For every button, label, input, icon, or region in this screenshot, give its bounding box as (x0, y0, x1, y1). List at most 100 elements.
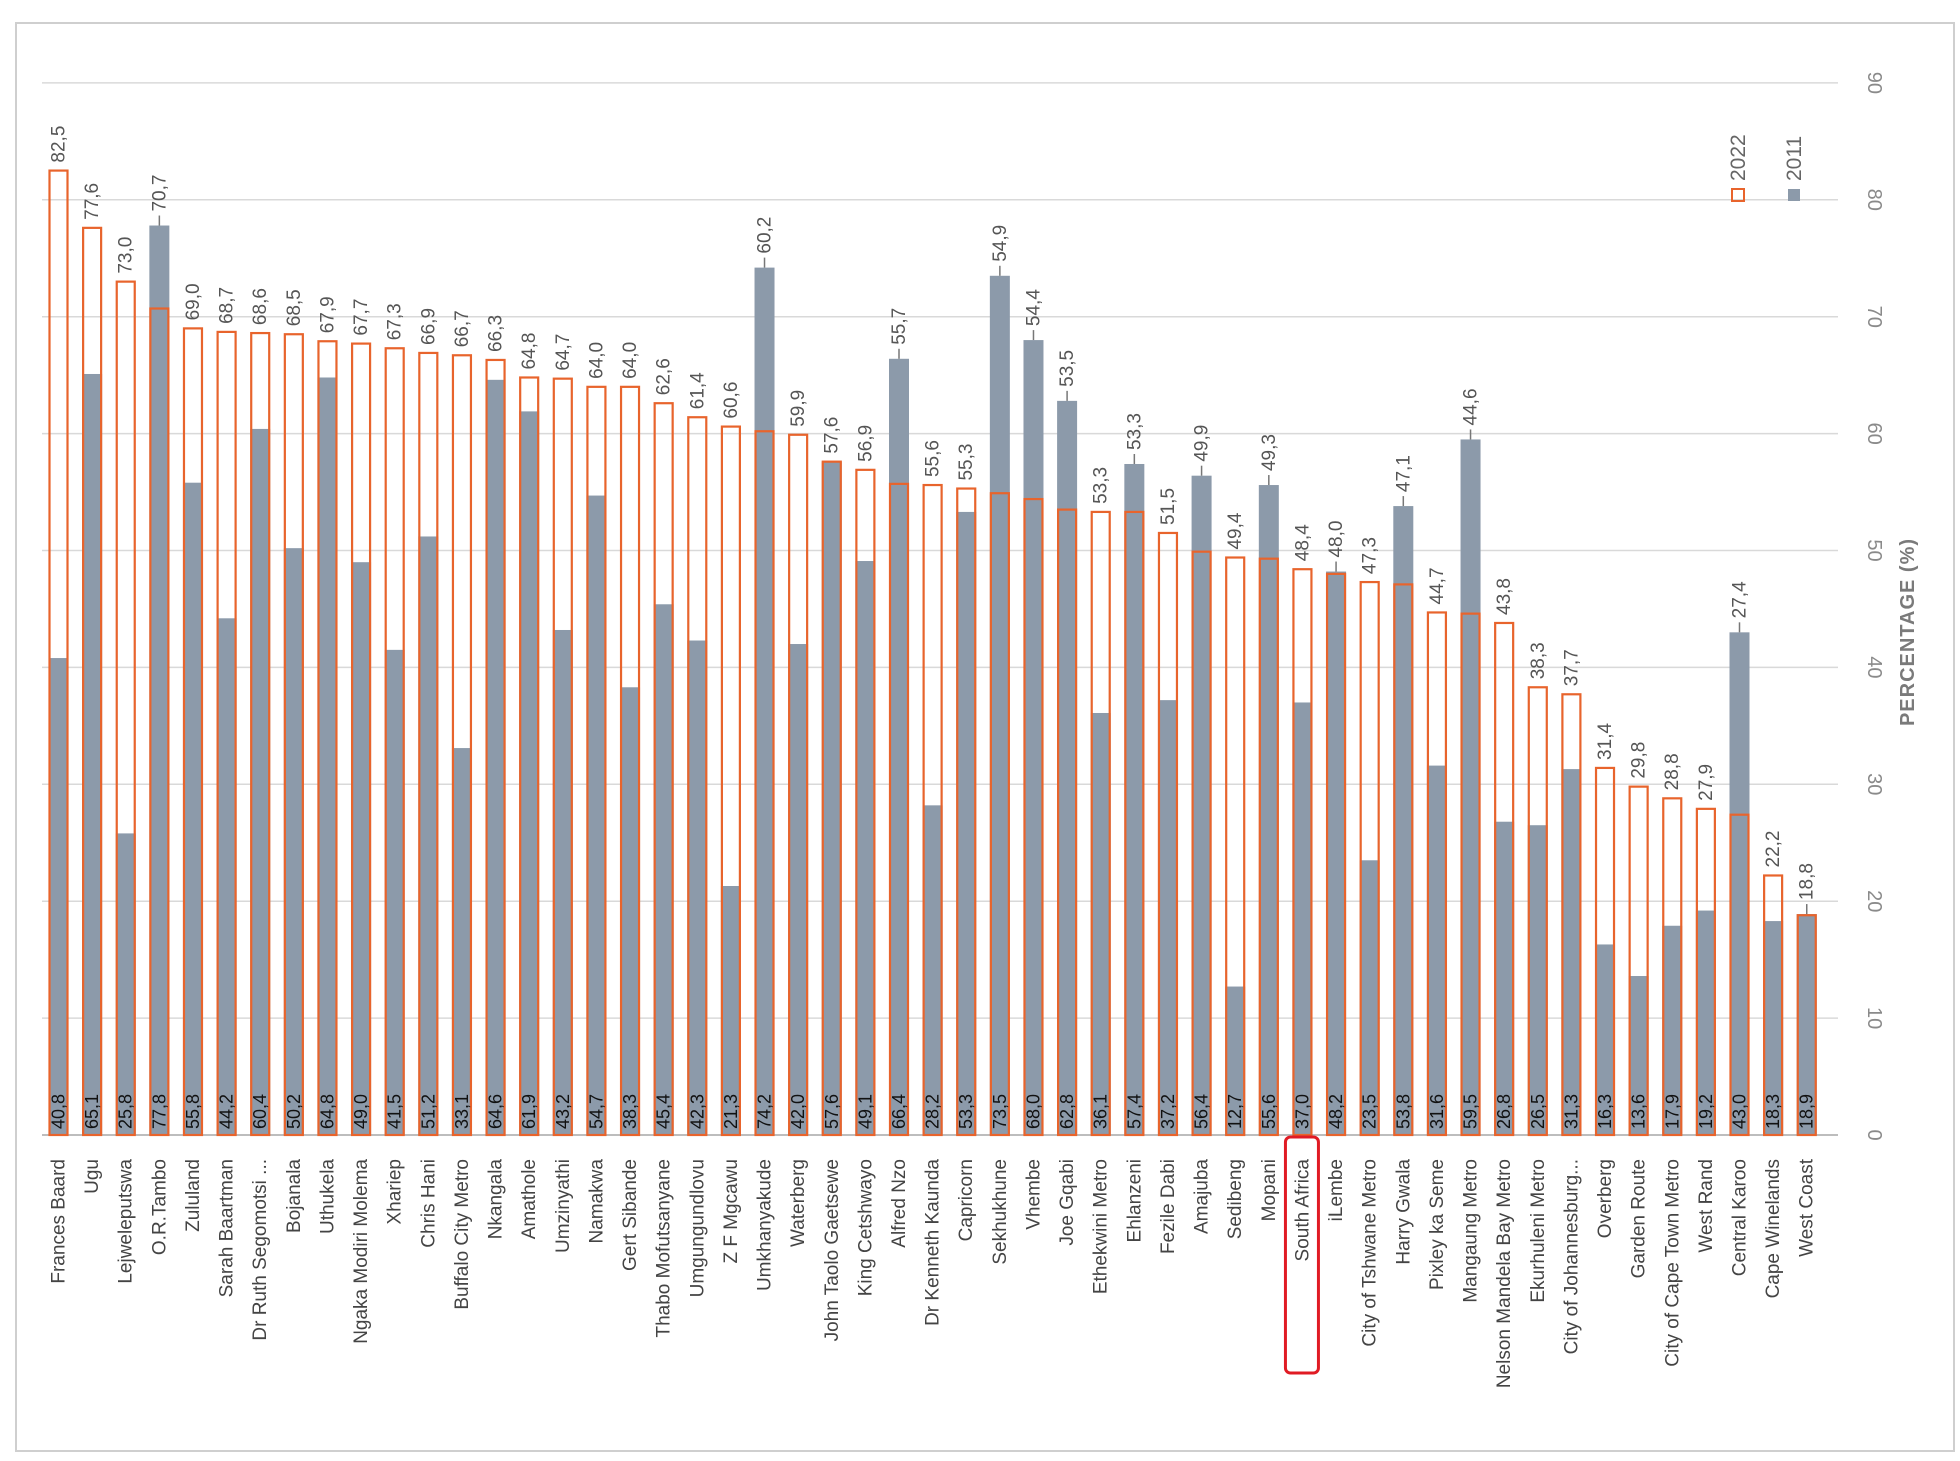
data-label-2011: 68,0 (1023, 1094, 1043, 1129)
bar-2022 (1763, 874, 1784, 1137)
data-label-2011: 55,8 (183, 1094, 203, 1129)
bar-2011 (586, 495, 607, 1135)
data-label-2022: 29,8 (1629, 742, 1650, 779)
data-label-2022: 68,7 (217, 287, 238, 324)
data-label-2022: 47,1 (1393, 455, 1414, 492)
data-label-2011: 17,9 (1662, 1094, 1682, 1129)
data-label-2011: 57,4 (1124, 1094, 1144, 1129)
y-tick-label: 10 (1863, 1007, 1885, 1029)
data-label-2011: 26,8 (1494, 1094, 1514, 1129)
bar-2022 (82, 226, 103, 1137)
bar-2011 (1494, 821, 1515, 1135)
data-label-2011: 49,0 (351, 1094, 371, 1129)
bar-2011 (418, 536, 439, 1135)
category-label: Nelson Mandela Bay Metro (1494, 1159, 1515, 1388)
bar-2011 (889, 358, 909, 1135)
data-label-2022: 31,4 (1595, 723, 1616, 760)
bar-2011 (821, 461, 842, 1135)
category-label: Xhariep (385, 1159, 406, 1225)
bar-2011 (1023, 340, 1044, 1136)
category-label: iLembe (1326, 1159, 1347, 1221)
category-label: Garden Route (1629, 1159, 1650, 1278)
bar-2011 (989, 275, 1010, 1135)
bar-2022 (1225, 556, 1246, 1137)
data-label-2022: 51,5 (1158, 488, 1179, 525)
category-label: Umkhanyakude (755, 1159, 776, 1291)
data-label-2022: 49,3 (1259, 434, 1280, 471)
bar-2022 (1292, 568, 1313, 1137)
data-label-2022: 48,4 (1292, 524, 1313, 561)
data-label-2022: 67,3 (385, 303, 406, 340)
data-label-2011: 16,3 (1595, 1094, 1615, 1129)
category-label: Amathole (519, 1159, 540, 1239)
category-label: Mangaung Metro (1461, 1159, 1482, 1303)
bar-2022 (1662, 797, 1683, 1137)
category-label: Buffalo City Metro (452, 1159, 473, 1310)
data-label-2011: 37,0 (1292, 1094, 1312, 1129)
data-label-2022: 54,4 (1023, 289, 1044, 326)
data-label-2022: 59,9 (788, 390, 809, 427)
chart-frame (15, 22, 1955, 1452)
bar-2022 (48, 169, 69, 1137)
bar-2011 (1561, 769, 1582, 1135)
bar-2011 (754, 267, 775, 1135)
data-label-2022: 57,6 (822, 417, 843, 454)
data-label-2022: 73,0 (116, 237, 137, 274)
data-label-2022: 27,4 (1730, 581, 1751, 618)
bar-2022 (888, 482, 910, 1137)
category-label: Namakwa (586, 1159, 607, 1244)
data-label-2011: 45,4 (654, 1094, 674, 1129)
category-label: City of Tshwane Metro (1360, 1159, 1381, 1347)
category-label: Gert Sibande (620, 1159, 641, 1271)
data-label-2011: 37,2 (1158, 1094, 1178, 1129)
y-tick-label: 80 (1863, 189, 1885, 211)
bar-2022 (552, 377, 573, 1137)
data-label-2022: 18,8 (1797, 863, 1818, 900)
bar-2022 (317, 340, 338, 1137)
data-label-2011: 38,3 (620, 1094, 640, 1129)
data-label-2011: 19,2 (1696, 1094, 1716, 1129)
category-label: Lejweleputswa (116, 1159, 137, 1284)
data-label-2022: 61,4 (687, 372, 708, 409)
bar-2011 (720, 886, 741, 1135)
bar-2011 (1628, 976, 1649, 1135)
bar-2022 (1023, 497, 1044, 1137)
data-label-2011: 41,5 (385, 1094, 405, 1129)
bar-2011 (250, 428, 271, 1135)
data-label-2011: 62,8 (1057, 1094, 1077, 1129)
category-label: Bojanala (284, 1159, 305, 1233)
data-label-2022: 49,4 (1225, 512, 1246, 549)
bar-2011 (1595, 944, 1616, 1135)
category-label: City of Johannesburg... (1561, 1159, 1582, 1354)
category-label: Umgungundlovu (687, 1159, 708, 1297)
category-label: Umzinyathi (553, 1159, 574, 1253)
category-label: Alfred Nzo (889, 1159, 910, 1248)
bar-2011 (485, 379, 506, 1135)
data-label-2022: 66,7 (452, 310, 473, 347)
data-label-2022: 64,0 (620, 342, 641, 379)
bar-2022 (855, 468, 876, 1137)
category-label: Vhembe (1023, 1159, 1044, 1230)
category-label: Overberg (1595, 1159, 1616, 1238)
bar-2011 (216, 618, 237, 1135)
data-label-2022: 70,7 (149, 175, 170, 212)
data-label-2022: 27,9 (1696, 764, 1717, 801)
data-label-2022: 22,2 (1763, 830, 1784, 867)
bar-2022 (989, 492, 1010, 1137)
data-label-2011: 50,2 (284, 1094, 304, 1129)
data-label-2011: 53,3 (956, 1094, 976, 1129)
bar-2022 (586, 385, 607, 1137)
data-label-2022: 66,3 (486, 315, 507, 352)
bar-2022 (788, 433, 809, 1137)
data-label-2011: 28,2 (923, 1094, 943, 1129)
bar-2022 (619, 385, 641, 1137)
bar-2011 (922, 805, 943, 1135)
bar-2022 (821, 460, 842, 1137)
category-label: Z F Mgcawu (721, 1159, 742, 1264)
bar-2011 (1090, 712, 1111, 1135)
data-label-2022: 64,0 (586, 342, 607, 379)
bar-2022 (1561, 693, 1582, 1137)
data-label-2022: 77,6 (82, 183, 103, 220)
data-label-2011: 66,4 (889, 1094, 909, 1129)
bar-2011 (1662, 925, 1683, 1135)
